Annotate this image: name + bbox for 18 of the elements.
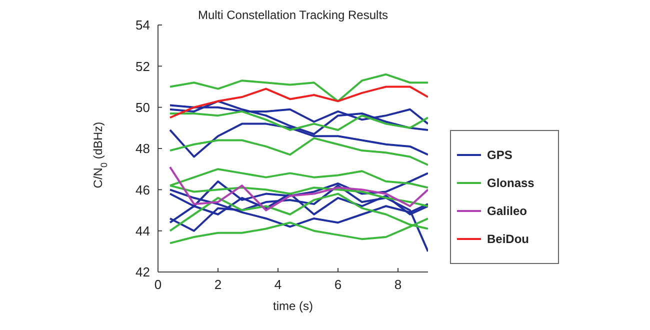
y-tick-label: 52 xyxy=(136,58,150,74)
y-tick-label: 46 xyxy=(136,182,150,198)
x-tick-label: 8 xyxy=(394,277,402,292)
x-tick-label: 2 xyxy=(214,277,222,292)
y-tick-label: 44 xyxy=(136,223,150,238)
chart-title: Multi Constellation Tracking Results xyxy=(196,8,390,22)
y-tick-label: 48 xyxy=(136,141,150,156)
x-axis-title: time (s) xyxy=(273,299,313,313)
legend-label: Glonass xyxy=(487,176,534,190)
x-tick-label: 4 xyxy=(274,277,282,292)
legend-label: BeiDou xyxy=(487,232,529,246)
y-tick-label: 54 xyxy=(136,18,150,33)
legend-label: GPS xyxy=(487,148,512,162)
x-tick-label: 0 xyxy=(154,277,162,292)
legend-label: Galileo xyxy=(487,204,528,218)
x-tick-label: 6 xyxy=(334,277,342,292)
y-tick-label: 50 xyxy=(136,100,150,115)
y-tick-label: 42 xyxy=(136,264,150,280)
